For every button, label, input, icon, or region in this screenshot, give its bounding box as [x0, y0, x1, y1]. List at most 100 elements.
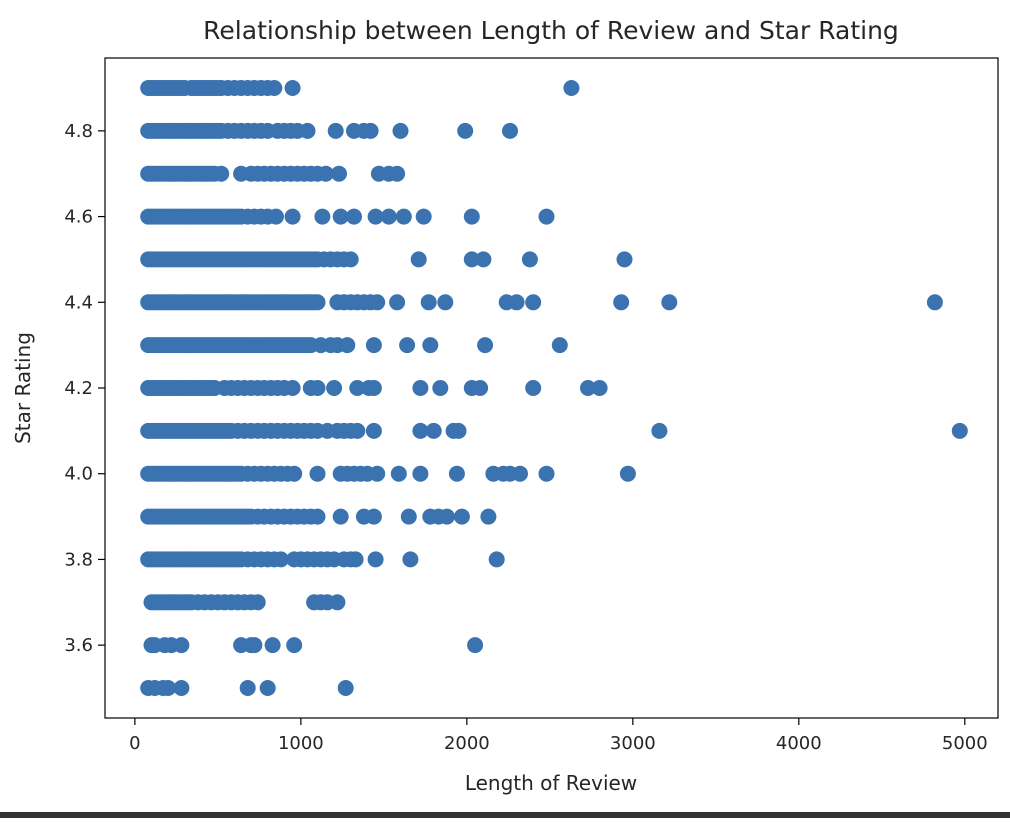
- data-point: [349, 422, 366, 439]
- data-point: [369, 294, 386, 311]
- data-point: [488, 551, 505, 568]
- data-point: [508, 294, 525, 311]
- data-point: [453, 508, 470, 525]
- data-point: [268, 208, 284, 225]
- data-point: [563, 80, 580, 96]
- data-point: [463, 208, 480, 225]
- data-point: [284, 208, 301, 225]
- data-point: [467, 637, 484, 654]
- data-point: [365, 422, 382, 439]
- data-point: [613, 294, 630, 311]
- data-point: [392, 122, 409, 139]
- x-tick-label: 5000: [942, 733, 988, 754]
- x-tick-label: 3000: [610, 733, 656, 754]
- data-point: [314, 208, 331, 225]
- data-point: [259, 680, 276, 696]
- data-point: [502, 122, 518, 139]
- data-point: [616, 251, 633, 268]
- data-point: [389, 294, 406, 311]
- data-point: [173, 680, 190, 696]
- x-axis: 0 1000 2000 3000 4000 5000: [129, 718, 988, 754]
- data-point: [286, 637, 303, 654]
- data-point: [365, 337, 382, 354]
- data-point: [480, 508, 497, 525]
- data-point: [412, 465, 429, 482]
- y-tick-label: 4.0: [64, 464, 93, 485]
- data-point: [213, 165, 230, 182]
- data-point: [551, 337, 568, 354]
- data-point: [538, 208, 555, 225]
- y-tick-label: 3.8: [64, 549, 93, 570]
- data-point: [432, 380, 449, 396]
- y-axis-label: Star Rating: [11, 332, 35, 444]
- x-axis-label: Length of Review: [465, 771, 637, 795]
- data-point: [951, 422, 968, 439]
- data-point: [342, 251, 359, 268]
- data-point: [317, 165, 334, 182]
- data-point: [450, 422, 467, 439]
- data-point: [415, 208, 432, 225]
- y-tick-label: 4.2: [64, 378, 93, 399]
- data-point: [437, 294, 454, 311]
- data-point: [337, 680, 354, 696]
- data-point: [239, 680, 256, 696]
- data-point: [402, 551, 419, 568]
- data-point: [331, 165, 347, 182]
- data-point: [521, 251, 538, 268]
- data-point: [349, 380, 366, 396]
- data-point: [538, 465, 555, 482]
- data-point: [173, 637, 190, 654]
- data-point: [399, 337, 416, 354]
- data-point: [438, 508, 455, 525]
- data-point: [284, 380, 301, 396]
- data-point: [329, 594, 346, 611]
- data-point: [475, 251, 492, 268]
- data-point: [367, 208, 384, 225]
- data-point: [412, 422, 429, 439]
- data-point: [266, 80, 283, 96]
- data-point: [332, 508, 349, 525]
- data-point: [362, 122, 379, 139]
- data-point: [327, 122, 344, 139]
- x-tick-label: 4000: [776, 733, 822, 754]
- x-tick-label: 0: [129, 733, 140, 754]
- data-point: [651, 422, 668, 439]
- x-tick-label: 1000: [278, 733, 324, 754]
- data-point: [422, 337, 439, 354]
- data-point: [339, 337, 356, 354]
- data-point: [272, 551, 289, 568]
- data-point: [246, 637, 263, 654]
- data-point: [286, 465, 303, 482]
- data-point: [580, 380, 596, 396]
- data-point: [525, 294, 542, 311]
- chart-title: Relationship between Length of Review an…: [203, 16, 899, 45]
- data-point: [380, 208, 397, 225]
- data-point: [309, 508, 326, 525]
- y-tick-label: 3.6: [64, 635, 93, 656]
- data-point: [365, 508, 382, 525]
- data-point: [264, 637, 281, 654]
- data-point: [309, 465, 326, 482]
- data-point: [420, 294, 437, 311]
- x-tick-label: 2000: [444, 733, 490, 754]
- data-point: [346, 208, 362, 225]
- data-point: [448, 465, 465, 482]
- data-point: [389, 165, 406, 182]
- data-point: [410, 251, 427, 268]
- data-point: [400, 508, 417, 525]
- data-point: [512, 465, 528, 482]
- data-point: [425, 422, 442, 439]
- data-point: [309, 380, 326, 396]
- data-point: [591, 380, 608, 396]
- data-point: [525, 380, 542, 396]
- data-point: [367, 551, 384, 568]
- data-point: [463, 251, 480, 268]
- window-bottom-border: [0, 812, 1010, 818]
- data-point: [347, 551, 364, 568]
- data-point: [160, 680, 177, 696]
- data-point: [472, 380, 489, 396]
- data-point: [390, 465, 407, 482]
- y-tick-label: 4.6: [64, 207, 93, 228]
